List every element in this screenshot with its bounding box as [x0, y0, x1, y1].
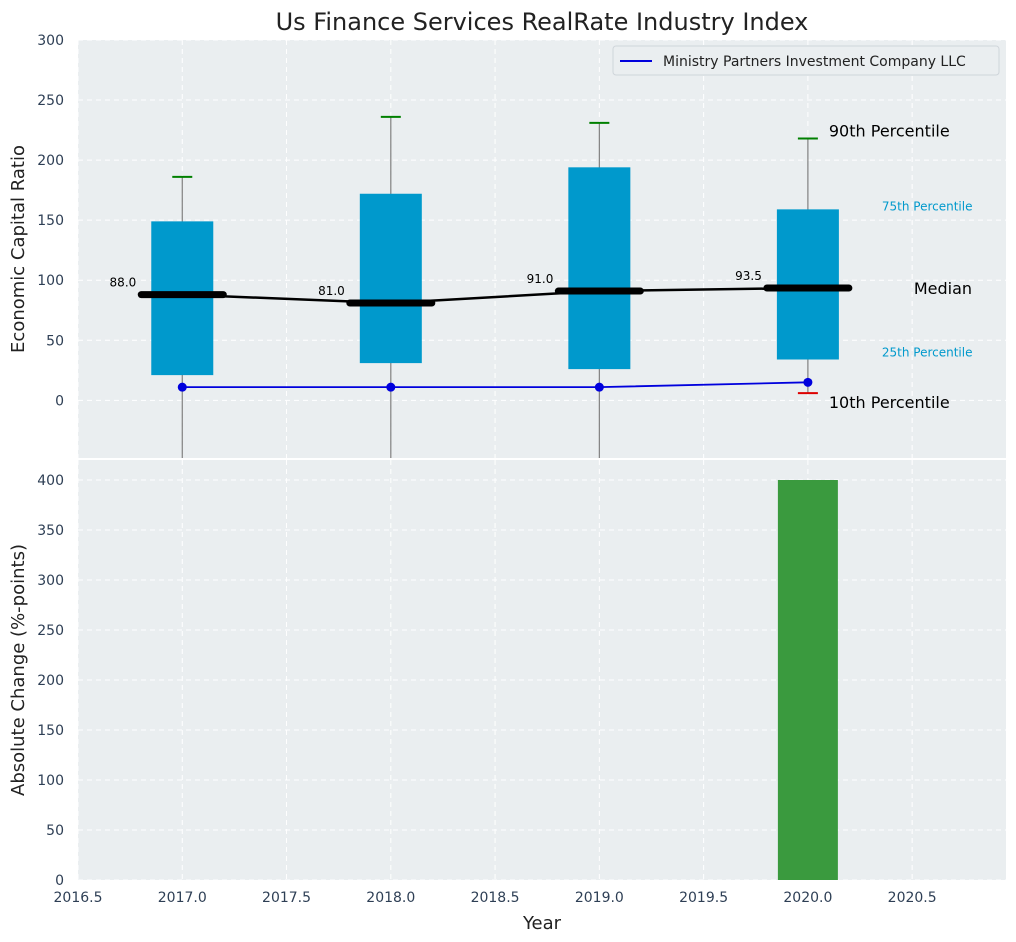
- bottom-ytick-label: 400: [37, 473, 64, 489]
- xtick-label: 2017.5: [262, 890, 311, 906]
- legend-box: [612, 45, 1000, 76]
- median-value-label: 88.0: [110, 276, 137, 290]
- company-point: [803, 377, 813, 387]
- median-value-label: 93.5: [735, 269, 762, 283]
- p10-annotation: 10th Percentile: [829, 393, 950, 412]
- p25-annotation: 25th Percentile: [882, 346, 973, 360]
- median-value-label: 81.0: [318, 284, 345, 298]
- bottom-y-axis-label: Absolute Change (%-points): [8, 544, 29, 796]
- xtick-label: 2017.0: [158, 890, 207, 906]
- bottom-plot-area: [78, 460, 1006, 880]
- p90-annotation: 90th Percentile: [829, 121, 950, 140]
- iqr-box: [568, 167, 631, 370]
- iqr-box: [359, 193, 422, 364]
- top-y-axis-label: Economic Capital Ratio: [8, 145, 29, 353]
- top-ytick-label: 50: [46, 333, 64, 349]
- legend-label: Ministry Partners Investment Company LLC: [663, 54, 966, 70]
- bottom-ytick-label: 0: [55, 873, 64, 889]
- xtick-label: 2020.5: [888, 890, 937, 906]
- change-bar: [777, 480, 838, 880]
- p75-annotation: 75th Percentile: [882, 199, 973, 213]
- bottom-ytick-label: 350: [37, 523, 64, 539]
- company-point: [386, 382, 396, 392]
- top-ytick-label: 100: [37, 273, 64, 289]
- bottom-ytick-label: 100: [37, 773, 64, 789]
- x-axis-label: Year: [522, 913, 562, 934]
- bottom-ytick-label: 200: [37, 673, 64, 689]
- bottom-ytick-label: 50: [46, 823, 64, 839]
- xtick-label: 2019.0: [575, 890, 624, 906]
- xtick-label: 2018.5: [471, 890, 520, 906]
- bottom-ytick-label: 300: [37, 573, 64, 589]
- median-value-label: 91.0: [527, 272, 554, 286]
- bottom-ytick-label: 150: [37, 723, 64, 739]
- top-ytick-label: 300: [37, 33, 64, 49]
- legend: Ministry Partners Investment Company LLC: [612, 45, 1000, 76]
- chart-title: Us Finance Services RealRate Industry In…: [276, 8, 809, 36]
- bottom-ytick-label: 250: [37, 623, 64, 639]
- median-line: [182, 286, 808, 305]
- iqr-box: [151, 221, 214, 376]
- xtick-label: 2018.0: [366, 890, 415, 906]
- company-line: [182, 381, 808, 389]
- median-annotation: Median: [914, 279, 972, 298]
- company-point: [177, 382, 187, 392]
- top-ytick-label: 200: [37, 153, 64, 169]
- xtick-label: 2016.5: [54, 890, 103, 906]
- top-plot-area: [78, 40, 1006, 458]
- xtick-label: 2019.5: [679, 890, 728, 906]
- top-ytick-label: 0: [55, 393, 64, 409]
- company-point: [594, 382, 604, 392]
- xtick-label: 2020.0: [783, 890, 832, 906]
- iqr-box: [776, 209, 839, 360]
- top-ytick-label: 150: [37, 213, 64, 229]
- top-ytick-label: 250: [37, 93, 64, 109]
